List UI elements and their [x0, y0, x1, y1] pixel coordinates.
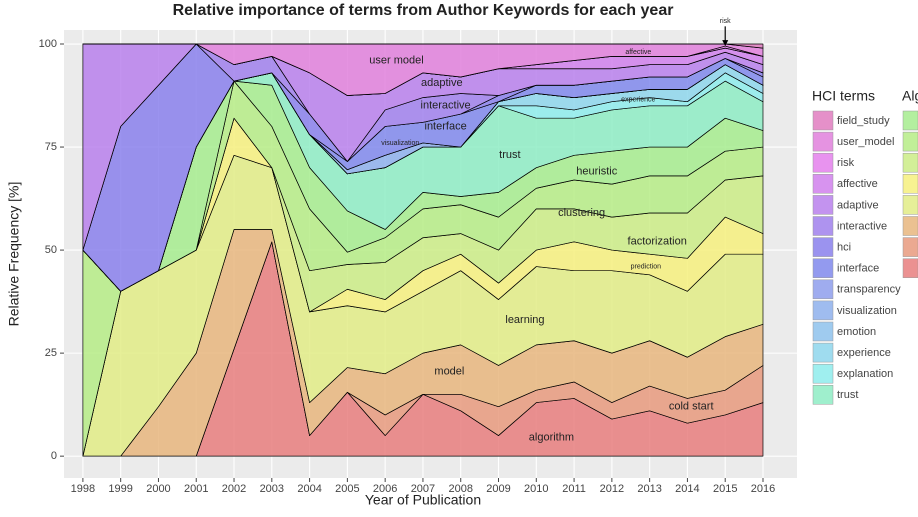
legend-swatch	[812, 321, 834, 342]
legend-label: affective	[837, 178, 878, 190]
legend-label: experience	[837, 347, 891, 359]
annotation: learning	[505, 314, 544, 326]
areas	[82, 43, 764, 457]
legend-title: Alg	[902, 88, 918, 104]
x-tick-label: 2007	[411, 483, 435, 495]
legend-label: transparency	[837, 284, 901, 296]
legend-label: interface	[837, 263, 879, 275]
annotation: risk	[720, 18, 731, 25]
legend-swatch	[812, 110, 834, 131]
y-tick-label: 0	[51, 450, 57, 462]
legend-title: HCI terms	[812, 88, 875, 104]
legend-label: risk	[837, 157, 855, 169]
legend-swatch	[902, 216, 918, 236]
legend-label: interactive	[837, 220, 887, 232]
x-tick-label: 2013	[637, 483, 661, 495]
annotation-arrowhead	[722, 40, 729, 47]
x-tick-label: 2009	[486, 483, 510, 495]
annotation: heuristic	[576, 166, 617, 178]
legend-label: explanation	[837, 368, 893, 380]
annotation: interface	[425, 120, 467, 132]
legend-swatch	[812, 258, 834, 278]
legend-swatch	[812, 195, 834, 215]
x-tick-label: 1998	[71, 483, 95, 495]
legend-swatch	[902, 110, 918, 131]
legend-label: trust	[837, 389, 858, 401]
x-tick-label: 2016	[751, 483, 775, 495]
x-tick-label: 2004	[297, 483, 321, 495]
legend-swatch	[902, 195, 918, 215]
x-tick-label: 2015	[713, 483, 737, 495]
annotation: model	[434, 366, 464, 378]
legend-label: adaptive	[837, 199, 879, 211]
legend-label: field_study	[837, 115, 890, 127]
x-tick-label: 2011	[562, 483, 586, 495]
legend-swatch	[812, 342, 834, 363]
x-tick-label: 2005	[335, 483, 359, 495]
legend-swatch	[812, 216, 834, 236]
x-tick-label: 2008	[448, 483, 472, 495]
y-tick-label: 100	[39, 38, 57, 50]
legend-swatch	[812, 131, 834, 152]
legend-swatch	[812, 279, 834, 300]
x-tick-label: 1999	[108, 483, 132, 495]
x-axis-title: Year of Publication	[365, 492, 481, 508]
annotation: experience	[621, 96, 655, 103]
annotation: prediction	[631, 263, 661, 270]
annotation: user model	[369, 54, 423, 66]
y-axis-title: Relative Frequency [%]	[6, 182, 22, 327]
y-tick-label: 75	[45, 141, 57, 153]
legend-label: visualization	[837, 305, 897, 317]
annotation: factorization	[628, 236, 687, 248]
legend-label: user_model	[837, 136, 894, 148]
area	[82, 43, 764, 49]
legend-swatch	[902, 152, 918, 173]
annotation: affective	[625, 49, 651, 56]
chart-title: Relative importance of terms from Author…	[173, 2, 674, 19]
x-tick-label: 2002	[222, 483, 246, 495]
legend-label: hci	[837, 242, 851, 254]
legend-swatch	[902, 174, 918, 194]
annotation: trust	[499, 149, 520, 161]
x-tick-label: 2001	[184, 483, 208, 495]
legend-swatch	[812, 174, 834, 194]
annotation: visualization	[381, 140, 419, 147]
x-tick-label: 2003	[260, 483, 284, 495]
legend-swatch	[812, 363, 834, 384]
annotation: cold start	[669, 401, 714, 413]
x-tick-label: 2012	[600, 483, 624, 495]
annotation: interactive	[421, 100, 471, 112]
annotation: adaptive	[421, 77, 463, 89]
legend-swatch	[902, 258, 918, 278]
annotation: algorithm	[529, 432, 574, 444]
y-tick-label: 50	[45, 244, 57, 256]
legend-swatch	[812, 152, 834, 173]
x-tick-label: 2000	[146, 483, 170, 495]
y-tick-label: 25	[45, 347, 57, 359]
x-tick-label: 2010	[524, 483, 548, 495]
legend-swatch	[812, 385, 834, 405]
annotation: clustering	[558, 207, 605, 219]
legend-swatch	[812, 300, 834, 321]
legend-swatch	[812, 237, 834, 257]
legend-swatch	[902, 237, 918, 257]
legend-swatch	[902, 131, 918, 152]
x-tick-label: 2014	[675, 483, 699, 495]
x-tick-label: 2006	[373, 483, 397, 495]
legend-label: emotion	[837, 326, 876, 338]
